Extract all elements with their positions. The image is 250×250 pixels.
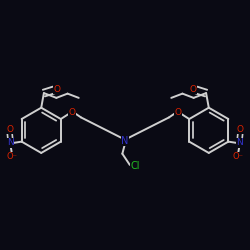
Text: O: O [54, 84, 61, 94]
Text: N: N [236, 138, 243, 147]
Text: N: N [121, 136, 129, 146]
Text: O: O [6, 124, 13, 134]
Text: O⁻: O⁻ [233, 152, 244, 161]
Text: O: O [189, 84, 196, 94]
Text: Cl: Cl [131, 161, 140, 171]
Text: O: O [68, 108, 75, 117]
Text: O: O [174, 108, 182, 117]
Text: O⁻: O⁻ [6, 152, 17, 161]
Text: N: N [7, 138, 14, 147]
Text: O: O [237, 124, 244, 134]
